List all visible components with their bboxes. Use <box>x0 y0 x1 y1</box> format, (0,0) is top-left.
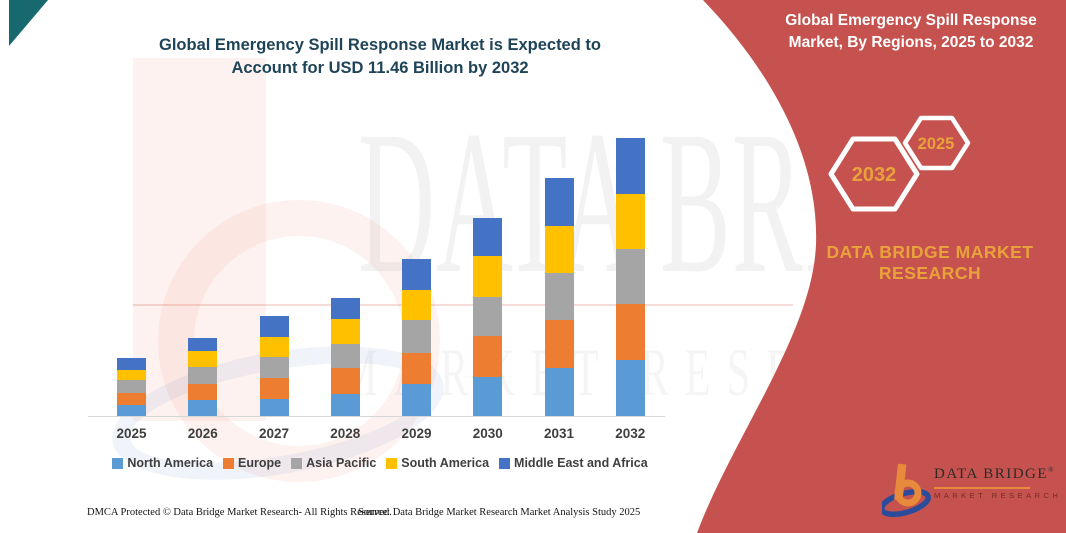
chart-title: Global Emergency Spill Response Market i… <box>60 34 700 80</box>
legend-item-north-america: North America <box>112 456 213 470</box>
bar-segment-south-america <box>615 193 645 250</box>
bar-segment-middle-east-and-africa <box>544 178 574 226</box>
bar-segment-asia-pacific <box>117 380 146 393</box>
bar-segment-north-america <box>330 393 360 416</box>
bar-segment-south-america <box>473 256 503 297</box>
legend-swatch-icon <box>291 457 303 469</box>
legend-label: Asia Pacific <box>306 456 377 470</box>
brand-wordmark-line1: DATA BRIDGE MARKET <box>826 242 1034 262</box>
bar-segment-asia-pacific <box>473 296 503 336</box>
bar-segment-middle-east-and-africa <box>473 218 503 257</box>
logo-divider <box>934 487 1030 489</box>
hexagon-2025 <box>902 115 971 171</box>
bar-segment-south-america <box>402 289 431 321</box>
bar-segment-north-america <box>188 400 218 416</box>
bar-2031 <box>544 178 574 416</box>
bar-segment-middle-east-and-africa <box>188 338 218 352</box>
axis-label-2028: 2028 <box>330 426 361 441</box>
registered-trademark-icon: ® <box>1048 466 1055 474</box>
data-bridge-logo-icon <box>882 463 931 518</box>
bar-segment-asia-pacific <box>544 273 574 321</box>
bar-segment-europe <box>473 335 503 378</box>
bar-2025 <box>117 357 146 416</box>
year-hexagons: 2032 2025 <box>828 115 971 212</box>
axis-label-2029: 2029 <box>401 426 432 441</box>
bar-2026 <box>188 338 218 416</box>
axis-label-2026: 2026 <box>187 426 218 441</box>
bar-segment-europe <box>117 392 146 405</box>
bar-2032 <box>615 137 645 416</box>
bar-segment-asia-pacific <box>330 344 360 368</box>
legend-label: Middle East and Africa <box>514 456 648 470</box>
bar-segment-europe <box>402 352 431 385</box>
bar-segment-asia-pacific <box>188 367 218 385</box>
bar-segment-middle-east-and-africa <box>259 316 289 338</box>
axis-label-2025: 2025 <box>116 426 147 441</box>
legend-swatch-icon <box>223 457 235 469</box>
bar-segment-europe <box>188 384 218 401</box>
logo-subtitle: MARKET RESEARCH <box>934 491 1062 500</box>
legend-item-south-america: South America <box>386 456 489 470</box>
bar-segment-europe <box>259 378 289 400</box>
legend-item-europe: Europe <box>223 456 281 470</box>
hexagon-2025-label: 2025 <box>918 135 955 153</box>
side-panel-title-line2: Market, By Regions, 2025 to 2032 <box>788 33 1034 51</box>
legend-item-asia-pacific: Asia Pacific <box>291 456 376 470</box>
bar-2027 <box>259 316 289 416</box>
axis-label-2030: 2030 <box>472 426 503 441</box>
data-bridge-logo-text: DATA BRIDGE® MARKET RESEARCH <box>934 466 1062 500</box>
stacked-bar-chart <box>88 137 665 417</box>
legend-swatch-icon <box>112 457 124 469</box>
legend-label: Europe <box>238 456 282 470</box>
bar-2030 <box>473 218 503 416</box>
bar-2029 <box>402 258 431 416</box>
dmca-notice: DMCA Protected © Data Bridge Market Rese… <box>87 507 392 518</box>
legend-swatch-icon <box>386 457 398 469</box>
legend-swatch-icon <box>499 457 511 469</box>
bar-segment-asia-pacific <box>615 249 645 304</box>
brand-wordmark-line2: RESEARCH <box>878 263 982 283</box>
side-panel-title: Global Emergency Spill Response Market, … <box>770 10 1052 53</box>
bar-segment-south-america <box>544 225 574 274</box>
bar-segment-north-america <box>544 367 574 416</box>
chart-title-line2: Account for USD 11.46 Billion by 2032 <box>231 59 529 77</box>
logo-name: DATA BRIDGE <box>934 466 1049 482</box>
axis-label-2027: 2027 <box>258 426 290 441</box>
bar-segment-middle-east-and-africa <box>117 357 146 371</box>
brand-wordmark: DATA BRIDGE MARKET RESEARCH <box>810 242 1050 284</box>
bar-segment-north-america <box>615 359 645 416</box>
bar-segment-europe <box>615 303 645 360</box>
bar-segment-europe <box>330 367 360 394</box>
bar-segment-asia-pacific <box>402 320 431 353</box>
bar-segment-north-america <box>117 404 146 416</box>
bar-segment-south-america <box>188 351 218 368</box>
bar-segment-south-america <box>117 370 146 381</box>
bar-segment-middle-east-and-africa <box>330 297 360 320</box>
bar-segment-north-america <box>473 377 503 416</box>
bar-segment-north-america <box>402 384 431 416</box>
x-axis-labels: 2025 2026 2027 2028 2029 2030 2031 2032 <box>88 426 665 444</box>
bar-segment-south-america <box>259 337 289 358</box>
hexagon-2032 <box>828 136 920 212</box>
bar-segment-middle-east-and-africa <box>402 258 431 290</box>
axis-label-2031: 2031 <box>543 426 575 441</box>
bar-segment-europe <box>544 320 574 368</box>
bar-segment-asia-pacific <box>259 357 289 379</box>
source-credit: Source: Data Bridge Market Research Mark… <box>358 507 641 518</box>
bar-segment-south-america <box>330 319 360 345</box>
bar-2028 <box>330 297 360 416</box>
axis-label-2032: 2032 <box>615 426 646 441</box>
corner-triangle <box>9 0 48 46</box>
side-panel-title-line1: Global Emergency Spill Response <box>785 12 1037 29</box>
legend-label: South America <box>401 456 490 470</box>
bar-segment-north-america <box>259 399 289 416</box>
hexagon-2032-label: 2032 <box>852 164 897 186</box>
legend-item-middle-east-and-africa: Middle East and Africa <box>499 456 648 470</box>
bar-segment-middle-east-and-africa <box>615 137 645 194</box>
chart-legend: North America Europe Asia Pacific South Ame… <box>60 456 700 470</box>
legend-label: North America <box>127 456 214 470</box>
chart-title-line1: Global Emergency Spill Response Market i… <box>159 36 601 54</box>
